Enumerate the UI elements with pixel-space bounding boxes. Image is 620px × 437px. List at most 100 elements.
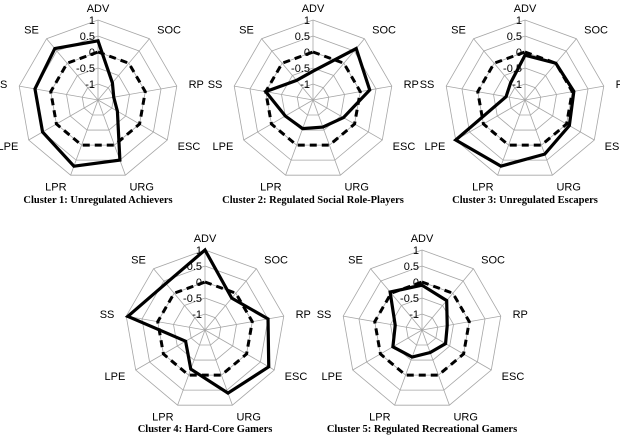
axis-label-esc: ESC	[178, 141, 201, 153]
axis-label-se: SE	[239, 25, 254, 37]
chart-caption: Cluster 5: Regulated Recreational Gamers	[327, 424, 517, 435]
grid-ring	[358, 265, 486, 391]
series-line-dashed	[264, 50, 362, 147]
tick-label: -1	[300, 79, 310, 91]
axis-label-se: SE	[451, 25, 466, 37]
series-line-dashed	[476, 50, 574, 147]
tick-label: -0.5	[183, 293, 202, 305]
tick-label: 0	[304, 47, 310, 59]
spoke	[204, 329, 275, 371]
series-line-solid	[388, 283, 449, 359]
series-line-dashed	[49, 50, 147, 147]
axis-label-lpe: LPE	[105, 371, 126, 383]
tick-label: -0.5	[291, 63, 310, 75]
tick-label: 0.5	[295, 31, 310, 43]
spoke	[524, 38, 577, 101]
spoke	[97, 99, 126, 176]
axis-label-rp: RP	[296, 309, 311, 321]
axis-label-ss: SS	[420, 79, 435, 91]
tick-label: 0	[196, 277, 202, 289]
axis-label-esc: ESC	[605, 141, 620, 153]
spoke	[421, 329, 492, 371]
spoke	[370, 268, 423, 331]
axis-label-lpe: LPE	[322, 371, 343, 383]
axis-label-soc: SOC	[584, 25, 608, 37]
grid-ring	[445, 19, 605, 176]
chart-caption: Cluster 3: Unregulated Escapers	[452, 195, 598, 206]
radar-chart-3: 1 0.5 0 -0.5 -1 ADV SOC RP ESC URG LPR LPE SS SE Clust…	[420, 3, 620, 206]
series-line-solid	[124, 247, 271, 396]
radar-chart-1: 1 0.5 0 -0.5 -1 ADV SOC RP ESC URG LPR LPE SS SE Clust…	[0, 3, 204, 206]
grid-ring	[141, 265, 269, 391]
tick-label: -0.5	[503, 63, 522, 75]
chart-caption: Cluster 2: Regulated Social Role-Players	[222, 195, 404, 206]
grid-ring	[66, 67, 130, 131]
axis-label-adv: ADV	[514, 3, 537, 15]
tick-label: -1	[85, 79, 95, 91]
axis-label-lpr: LPR	[369, 411, 390, 423]
axis-label-rp: RP	[616, 79, 620, 91]
spoke	[497, 99, 526, 176]
tick-label: -1	[192, 309, 202, 321]
grid-ring	[405, 313, 439, 346]
spoke	[204, 315, 284, 331]
axis-label-esc: ESC	[285, 371, 308, 383]
axis-label-urg: URG	[236, 411, 260, 423]
tick-label: 0	[413, 277, 419, 289]
axis-label-ss: SS	[0, 79, 7, 91]
tick-label: 1	[196, 245, 202, 257]
grid-ring	[249, 35, 377, 161]
spoke	[261, 38, 314, 101]
axis-label-soc: SOC	[481, 255, 505, 267]
tick-label: 0.5	[187, 261, 202, 273]
spoke	[234, 85, 314, 101]
spoke	[28, 99, 99, 141]
radar-chart-5: 1 0.5 0 -0.5 -1 ADV SOC RP ESC URG LPR LPE SS SE Clust…	[317, 233, 528, 435]
axis-label-adv: ADV	[411, 233, 434, 245]
spoke	[19, 85, 99, 101]
tick-label: 0.5	[404, 261, 419, 273]
tick-label: 1	[516, 15, 522, 27]
axis-label-rp: RP	[189, 79, 204, 91]
axis-label-se: SE	[24, 25, 39, 37]
axis-label-soc: SOC	[157, 25, 181, 37]
axis-label-ss: SS	[208, 79, 223, 91]
spoke	[524, 85, 604, 101]
spoke	[126, 315, 206, 331]
axis-label-lpe: LPE	[213, 141, 234, 153]
axis-label-esc: ESC	[502, 371, 525, 383]
tick-label: -1	[409, 309, 419, 321]
spoke	[421, 315, 501, 331]
spoke	[455, 99, 526, 141]
tick-label: 1	[413, 245, 419, 257]
spoke	[135, 329, 206, 371]
grid-ring	[125, 249, 285, 406]
series-line-solid	[263, 46, 372, 131]
tick-label: 1	[304, 15, 310, 27]
spoke	[312, 99, 383, 141]
spoke	[343, 315, 423, 331]
tick-label: 0	[516, 47, 522, 59]
spoke	[285, 99, 314, 176]
axis-label-lpe: LPE	[425, 141, 446, 153]
axis-label-urg: URG	[129, 181, 153, 193]
radar-chart-2: 1 0.5 0 -0.5 -1 ADV SOC RP ESC URG LPR LPE SS SE Clust…	[208, 3, 419, 206]
axis-label-urg: URG	[453, 411, 477, 423]
spoke	[421, 329, 450, 406]
axis-label-rp: RP	[404, 79, 419, 91]
axis-label-lpr: LPR	[152, 411, 173, 423]
grid-ring	[188, 313, 222, 346]
spoke	[312, 99, 341, 176]
chart-caption: Cluster 4: Hard-Core Gamers	[138, 424, 273, 435]
radar-chart-4: 1 0.5 0 -0.5 -1 ADV SOC RP ESC URG LPR LPE SS SE Clust…	[100, 233, 311, 435]
series-line-solid	[33, 38, 122, 168]
tick-label: 1	[89, 15, 95, 27]
axis-label-urg: URG	[556, 181, 580, 193]
axis-label-rp: RP	[513, 309, 528, 321]
axis-label-esc: ESC	[393, 141, 416, 153]
spoke	[312, 85, 392, 101]
spoke	[446, 85, 526, 101]
tick-label: 0.5	[507, 31, 522, 43]
axis-label-adv: ADV	[194, 233, 217, 245]
axis-label-se: SE	[348, 255, 363, 267]
